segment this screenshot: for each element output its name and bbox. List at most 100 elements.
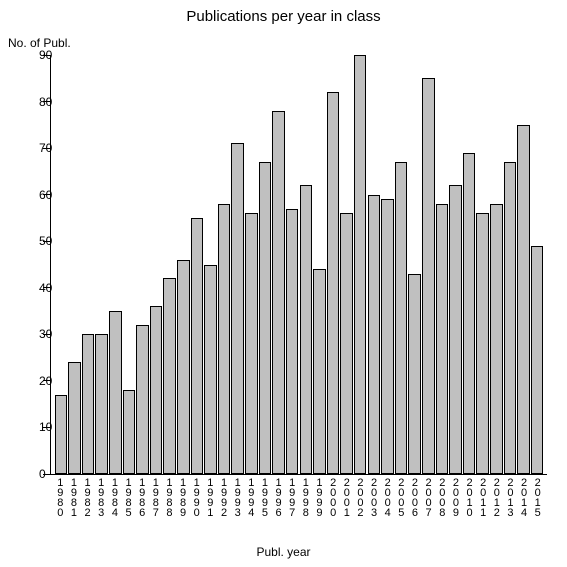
x-tick-slot: 2003 — [367, 477, 381, 522]
x-tick-slot: 1982 — [80, 477, 94, 522]
bar — [381, 199, 394, 474]
x-tick-label: 2011 — [477, 477, 488, 517]
x-tick-label: 2001 — [341, 477, 352, 517]
bar — [408, 274, 421, 474]
bar-slot — [462, 55, 476, 474]
x-ticks-row: 1980198119821983198419851986198719881989… — [50, 477, 547, 522]
x-tick-slot: 1991 — [203, 477, 217, 522]
x-tick-label: 1985 — [123, 477, 134, 517]
bar-slot — [68, 55, 82, 474]
bar — [272, 111, 285, 474]
x-tick-label: 1987 — [150, 477, 161, 517]
x-tick-slot: 1981 — [67, 477, 81, 522]
bar — [368, 195, 381, 474]
bar-slot — [490, 55, 504, 474]
x-tick-label: 1995 — [259, 477, 270, 517]
x-tick-label: 2005 — [395, 477, 406, 517]
x-tick-label: 1986 — [136, 477, 147, 517]
x-axis-label: Publ. year — [0, 545, 567, 559]
x-tick-label: 2014 — [518, 477, 529, 517]
x-tick-slot: 2010 — [462, 477, 476, 522]
x-tick-label: 1999 — [313, 477, 324, 517]
bars-group — [51, 55, 547, 474]
x-tick-label: 1990 — [191, 477, 202, 517]
bar-slot — [108, 55, 122, 474]
bar-slot — [176, 55, 190, 474]
x-tick-slot: 1987 — [148, 477, 162, 522]
x-tick-slot: 1999 — [312, 477, 326, 522]
plot-area: 0102030405060708090 — [50, 55, 547, 475]
bar — [68, 362, 81, 474]
bar — [150, 306, 163, 474]
bar-slot — [149, 55, 163, 474]
bar-slot — [81, 55, 95, 474]
bar — [259, 162, 272, 474]
x-tick-slot: 1992 — [217, 477, 231, 522]
bar — [191, 218, 204, 474]
x-tick-slot: 1985 — [121, 477, 135, 522]
x-tick-label: 1984 — [109, 477, 120, 517]
x-tick-label: 2003 — [368, 477, 379, 517]
x-tick-slot: 1995 — [258, 477, 272, 522]
x-tick-label: 1981 — [68, 477, 79, 517]
bar — [286, 209, 299, 474]
x-tick-label: 2002 — [354, 477, 365, 517]
bar-slot — [231, 55, 245, 474]
bar — [490, 204, 503, 474]
bar-slot — [163, 55, 177, 474]
x-tick-label: 2015 — [532, 477, 543, 517]
x-tick-label: 1996 — [273, 477, 284, 517]
x-tick-label: 1988 — [163, 477, 174, 517]
bar — [109, 311, 122, 474]
bar-slot — [272, 55, 286, 474]
bar-slot — [136, 55, 150, 474]
bar-slot — [517, 55, 531, 474]
bar-slot — [503, 55, 517, 474]
x-tick-label: 1991 — [204, 477, 215, 517]
bar-slot — [245, 55, 259, 474]
x-tick-slot: 2000 — [326, 477, 340, 522]
x-tick-label: 1998 — [300, 477, 311, 517]
x-tick-label: 1993 — [232, 477, 243, 517]
x-tick-label: 1994 — [245, 477, 256, 517]
x-tick-slot: 1984 — [108, 477, 122, 522]
bar-slot — [394, 55, 408, 474]
bar — [163, 278, 176, 474]
bar — [204, 265, 217, 475]
bar-slot — [476, 55, 490, 474]
bar — [218, 204, 231, 474]
x-tick-slot: 2008 — [435, 477, 449, 522]
x-tick-slot: 2009 — [449, 477, 463, 522]
bar-slot — [530, 55, 544, 474]
bar — [422, 78, 435, 474]
bar — [504, 162, 517, 474]
x-tick-slot: 1986 — [135, 477, 149, 522]
x-tick-label: 1982 — [82, 477, 93, 517]
chart-container: Publications per year in class No. of Pu… — [0, 0, 567, 567]
x-tick-label: 1992 — [218, 477, 229, 517]
x-tick-slot: 2011 — [476, 477, 490, 522]
bar — [476, 213, 489, 474]
bar-slot — [408, 55, 422, 474]
bar-slot — [95, 55, 109, 474]
bar-slot — [190, 55, 204, 474]
x-tick-slot: 1998 — [299, 477, 313, 522]
x-tick-label: 1983 — [95, 477, 106, 517]
x-tick-slot: 2013 — [503, 477, 517, 522]
bar-slot — [299, 55, 313, 474]
bar — [327, 92, 340, 474]
x-tick-label: 2006 — [409, 477, 420, 517]
x-tick-slot: 1993 — [230, 477, 244, 522]
bar-slot — [258, 55, 272, 474]
x-tick-slot: 1980 — [53, 477, 67, 522]
x-tick-slot: 1989 — [176, 477, 190, 522]
x-tick-label: 1980 — [54, 477, 65, 517]
bar-slot — [381, 55, 395, 474]
bar-slot — [435, 55, 449, 474]
x-tick-slot: 1996 — [271, 477, 285, 522]
bar — [449, 185, 462, 474]
x-tick-label: 2013 — [504, 477, 515, 517]
x-tick-label: 2012 — [491, 477, 502, 517]
bar-slot — [204, 55, 218, 474]
x-tick-slot: 2002 — [353, 477, 367, 522]
